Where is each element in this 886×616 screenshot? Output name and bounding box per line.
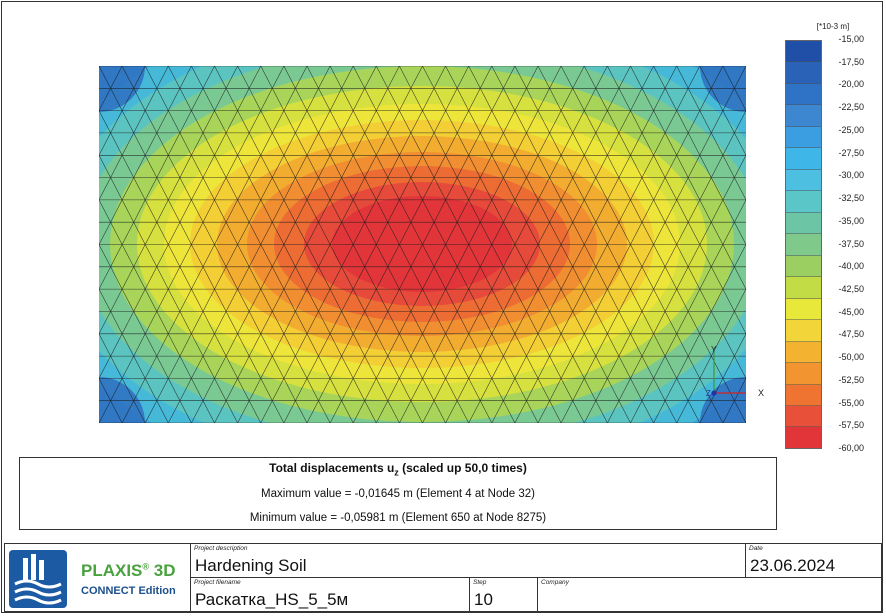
legend-label: -35,00	[838, 215, 864, 226]
legend-swatch	[786, 62, 821, 84]
legend-swatch	[786, 277, 821, 299]
legend-swatch	[786, 341, 821, 364]
step-cell: Step 10	[469, 578, 537, 611]
mesh-lines	[99, 66, 746, 423]
legend-swatch	[786, 83, 821, 106]
legend-swatch	[786, 298, 821, 321]
legend-label: -40,00	[838, 261, 864, 272]
legend-label: -57,50	[838, 420, 864, 431]
legend-swatch	[786, 105, 821, 127]
date-value: 23.06.2024	[750, 556, 836, 575]
result-title-text: Total displacements u	[269, 461, 395, 475]
legend-swatch	[786, 320, 821, 342]
brand-edition: CONNECT Edition	[81, 585, 176, 597]
legend-label: -45,00	[838, 306, 864, 317]
project-description-label: Project description	[194, 545, 248, 552]
legend-label: -52,50	[838, 374, 864, 385]
company-label: Company	[541, 579, 569, 586]
legend-label: -37,50	[838, 238, 864, 249]
legend-label: -20,00	[838, 79, 864, 90]
step-value: 10	[474, 590, 493, 609]
step-label: Step	[473, 579, 487, 586]
result-title-subscript: z	[394, 467, 399, 478]
legend-label: -17,50	[838, 56, 864, 67]
z-axis-dot	[711, 390, 717, 396]
legend-swatch	[786, 126, 821, 149]
color-legend	[785, 40, 822, 449]
legend-swatch	[786, 427, 821, 448]
project-filename-label: Project filename	[194, 579, 241, 586]
legend-swatch	[786, 169, 821, 192]
axis-y-label: Y	[711, 345, 717, 354]
plaxis-logo-icon	[9, 550, 67, 608]
legend-label: -15,00	[838, 34, 864, 44]
axis-z-label: Z	[706, 389, 711, 398]
title-block: PLAXIS® 3D CONNECT Edition Project descr…	[4, 543, 882, 612]
legend-swatch	[786, 148, 821, 170]
brand-word: PLAXIS	[81, 561, 143, 580]
legend-label: -50,00	[838, 352, 864, 363]
brand-name: PLAXIS® 3D	[81, 561, 176, 581]
legend-label: -55,00	[838, 397, 864, 408]
legend-label: -32,50	[838, 193, 864, 204]
legend-label: -22,50	[838, 102, 864, 113]
project-filename-cell: Project filename Раскатка_HS_5_5м	[190, 578, 469, 611]
result-title: Total displacements uz (scaled up 50,0 t…	[20, 461, 776, 477]
legend-label: -25,00	[838, 124, 864, 135]
legend-label: -42,50	[838, 283, 864, 294]
legend-swatch	[786, 384, 821, 406]
legend-swatch	[786, 191, 821, 213]
axis-triad	[711, 351, 746, 396]
project-filename-value: Раскатка_HS_5_5м	[195, 590, 349, 609]
date-label: Date	[749, 545, 763, 552]
legend-label: -60,00	[838, 443, 864, 453]
legend-unit: [*10-3 m]	[816, 22, 850, 31]
legend-swatch	[786, 405, 821, 428]
legend-label: -47,50	[838, 329, 864, 340]
legend-label: -30,00	[838, 170, 864, 181]
contour-svg	[99, 66, 746, 423]
legend-swatch	[786, 363, 821, 385]
legend-swatch	[786, 234, 821, 256]
brand-area: PLAXIS® 3D CONNECT Edition	[5, 544, 189, 611]
company-cell: Company	[537, 578, 881, 611]
brand-registered-mark: ®	[142, 561, 150, 572]
finite-element-mesh	[99, 66, 746, 423]
legend-swatch	[786, 41, 821, 63]
result-title-suffix: (scaled up 50,0 times)	[398, 461, 527, 475]
project-description-value: Hardening Soil	[195, 556, 307, 575]
corner-band	[700, 66, 746, 112]
maximum-value: Maximum value = -0,01645 m (Element 4 at…	[261, 488, 535, 500]
corner-band	[99, 377, 145, 423]
axis-x-label: X	[758, 388, 765, 398]
legend-swatch	[786, 255, 821, 278]
displacement-contour-plot[interactable]	[99, 66, 746, 423]
legend-label: -27,50	[838, 147, 864, 158]
project-description-cell: Project description Hardening Soil	[190, 544, 745, 578]
brand-suffix: 3D	[149, 561, 176, 580]
date-cell: Date 23.06.2024	[745, 544, 881, 578]
result-info-box: Total displacements uz (scaled up 50,0 t…	[19, 457, 777, 530]
corner-band	[99, 66, 145, 112]
legend-swatch	[786, 212, 821, 235]
minimum-value: Minimum value = -0,05981 m (Element 650 …	[249, 512, 547, 524]
corner-band	[700, 377, 746, 423]
